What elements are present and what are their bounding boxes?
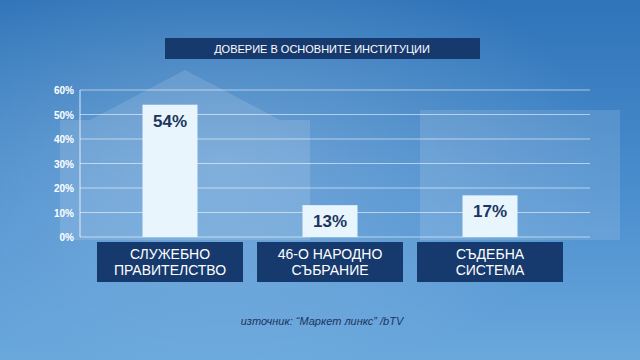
bar xyxy=(143,105,198,237)
y-tick-label: 40% xyxy=(54,134,74,145)
background-glow xyxy=(0,0,640,360)
x-tick-label-line: 46-О НАРОДНО xyxy=(278,246,383,262)
grid-line xyxy=(80,90,590,91)
page: {"chart_data": {"type": "bar", "title": … xyxy=(0,0,640,360)
chart-container: ДОВЕРИЕ В ОСНОВНИТЕ ИНСТИТУЦИИ 0% 10% 20% 30… xyxy=(0,0,640,360)
background-building xyxy=(60,70,620,240)
x-tick-label-line: ПРАВИТЕЛСТВО xyxy=(114,262,226,278)
x-tick-label: 46-О НАРОДНОСЪБРАНИЕ xyxy=(278,246,383,278)
y-tick-label: 50% xyxy=(54,110,74,121)
y-tick-label: 20% xyxy=(54,183,74,194)
x-tick-label-line: СЪДЕБНА xyxy=(456,246,525,262)
category-box xyxy=(97,242,243,282)
source: източник: “Маркет линкс” /bTV xyxy=(241,315,405,327)
bars xyxy=(143,105,518,237)
bar xyxy=(303,205,358,237)
building-wing xyxy=(420,110,620,240)
data-label: 54% xyxy=(153,112,187,131)
category-box xyxy=(257,242,403,282)
background xyxy=(0,0,640,360)
category-box xyxy=(417,242,563,282)
x-tick-label-line: СИСТЕМА xyxy=(456,262,525,278)
title-banner xyxy=(165,38,480,59)
x-tick-label: СЪДЕБНАСИСТЕМА xyxy=(456,246,525,278)
x-tick-label-line: СЛУЖЕБНО xyxy=(130,246,210,262)
x-tick-label-line: СЪБРАНИЕ xyxy=(291,262,368,278)
y-tick-label: 10% xyxy=(54,208,74,219)
bar xyxy=(463,195,518,237)
data-label: 13% xyxy=(313,212,347,231)
y-tick-label: 60% xyxy=(54,85,74,96)
chart: ДОВЕРИЕ В ОСНОВНИТЕ ИНСТИТУЦИИ 0% 10% 20% 30… xyxy=(0,0,640,360)
y-tick-label: 30% xyxy=(54,159,74,170)
title: ДОВЕРИЕ В ОСНОВНИТЕ ИНСТИТУЦИИ xyxy=(214,43,430,55)
x-tick-label: СЛУЖЕБНОПРАВИТЕЛСТВО xyxy=(114,246,226,278)
y-tick-label: 0% xyxy=(60,232,75,243)
data-label: 17% xyxy=(473,202,507,221)
